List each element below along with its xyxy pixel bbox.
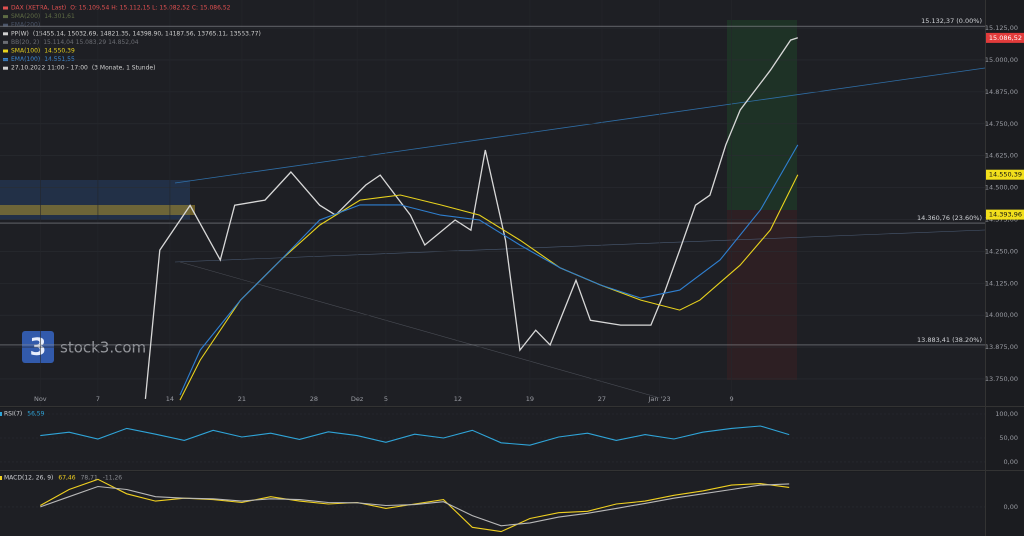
legend-value: (3 Monate, 1 Stunde) (92, 65, 156, 72)
legend-label: SMA(200) (11, 13, 40, 20)
x-tick-label: 5 (384, 395, 388, 403)
fib-label: 15.132,37 (0.00%) (921, 17, 982, 25)
y-tick-label: 13.750,00 (985, 375, 1018, 383)
legend-label: PP(W) (11, 30, 29, 37)
x-tick-label: 27 (598, 395, 606, 403)
trend-line (174, 229, 986, 263)
legend-label: SMA(100) (11, 48, 40, 55)
x-tick-label: Nov (34, 395, 47, 403)
volume-profile-poc (0, 205, 195, 215)
x-tick-label: 19 (526, 395, 534, 403)
legend: DAX (XETRA, Last) O: 15.109,54 H: 15.112,… (3, 5, 261, 72)
y-tick-label: 14.625,00 (985, 152, 1018, 160)
panel-swatch (0, 476, 2, 480)
series-line (40, 478, 790, 533)
y-tick-label: 15.000,00 (985, 56, 1018, 64)
legend-swatch (3, 23, 8, 27)
panel-title: MACD(12, 26, 9) (4, 475, 53, 482)
legend-value: 14.551,55 (44, 56, 75, 63)
legend-value: 15.114,04 15.083,29 14.852,04 (43, 39, 139, 46)
x-tick-label: 28 (310, 395, 318, 403)
macd-panel (0, 472, 985, 536)
watermark-text: stock3.com (60, 339, 146, 357)
y-tick-label: 50,00 (999, 434, 1018, 442)
legend-value: (15455.14, 15032.69, 14821.35, 14398.90,… (33, 30, 261, 37)
panel-title: RSI(7) (4, 411, 22, 418)
legend-label: EMA(100) (11, 56, 40, 63)
x-tick-label: 21 (238, 395, 246, 403)
trend-line (179, 261, 661, 399)
panel-subtitle: 67,46 (58, 475, 75, 482)
y-tick-label: 14.125,00 (985, 279, 1018, 287)
x-tick-label: Dez (351, 395, 364, 403)
y-tick-label: 14.500,00 (985, 184, 1018, 192)
y-tick-label: 100,00 (995, 410, 1018, 418)
panel-extra: -11,26 (103, 475, 123, 482)
y-tick-label: 14.250,00 (985, 247, 1018, 255)
price-tag (986, 209, 1024, 220)
trend-line (174, 67, 986, 184)
price-tag-label: 15.086,52 (989, 34, 1022, 42)
y-tick-label: 14.750,00 (985, 120, 1018, 128)
fib-label: 14.360,76 (23.60%) (917, 214, 982, 222)
fib-label: 13.883,41 (38.20%) (917, 336, 982, 344)
legend-label: 27.10.2022 11:00 - 17:00 (11, 65, 88, 72)
legend-swatch (3, 66, 8, 70)
legend-label: BB(20, 2) (11, 39, 39, 46)
y-tick-label: 13.875,00 (985, 343, 1018, 351)
y-tick-label: 0,00 (1004, 503, 1018, 511)
y-tick-label: 14.000,00 (985, 311, 1018, 319)
main-panel (0, 0, 985, 406)
legend-label: DAX (XETRA, Last) (11, 5, 66, 12)
legend-swatch (3, 49, 8, 53)
legend-swatch (3, 58, 8, 62)
legend-value: 14.550,39 (44, 48, 75, 55)
series-line (179, 144, 799, 396)
price-tag (986, 32, 1024, 43)
price-tag-label: 14.393,96 (989, 211, 1022, 219)
x-tick-label: 12 (454, 395, 462, 403)
legend-swatch (3, 32, 8, 36)
series-line (40, 425, 790, 446)
legend-label: EMA(200) (11, 22, 40, 29)
series-line (40, 483, 790, 527)
price-tag (986, 169, 1024, 180)
price-tag-label: 14.550,39 (989, 171, 1022, 179)
y-tick-label: 14.875,00 (985, 88, 1018, 96)
panel-subtitle: 56,59 (27, 411, 44, 418)
y-tick-label: 0,00 (1004, 458, 1018, 466)
legend-swatch (3, 40, 8, 44)
legend-value: 14.301,61 (44, 13, 75, 20)
fib-zone-down (727, 210, 797, 380)
x-tick-label: 9 (729, 395, 733, 403)
legend-swatch (3, 15, 8, 19)
series-line (144, 37, 798, 399)
y-tick-label: 15.125,00 (985, 24, 1018, 32)
x-tick-label: Jan '23 (647, 395, 670, 403)
legend-swatch (3, 6, 8, 10)
legend-value: O: 15.109,54 H: 15.112,15 L: 15.082,52 C… (70, 5, 230, 12)
x-tick-label: 14 (166, 395, 174, 403)
x-tick-label: 7 (96, 395, 100, 403)
panel-swatch (0, 412, 2, 416)
panel-note: 78,71 (81, 475, 98, 482)
